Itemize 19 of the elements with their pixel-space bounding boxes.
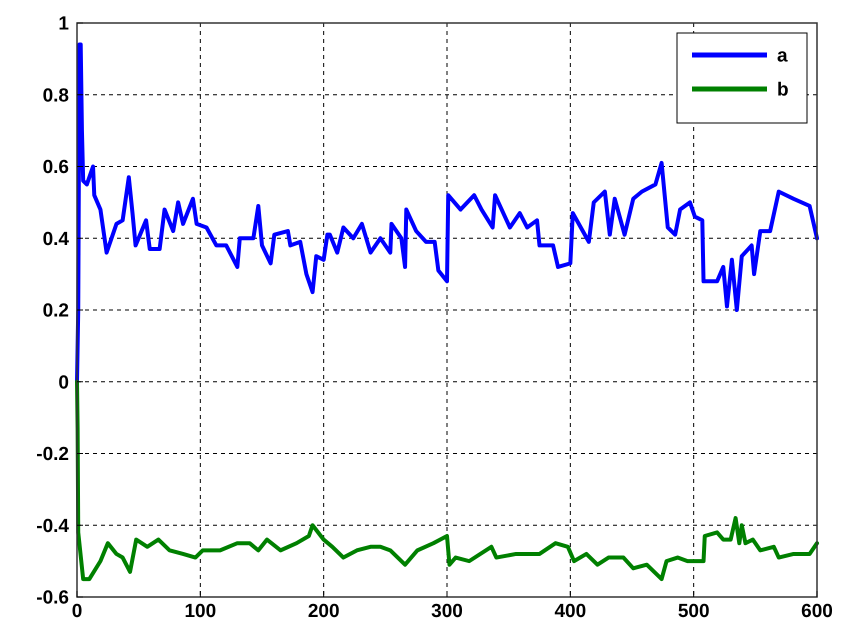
x-tick-label: 300 [431,601,463,622]
x-tick-label: 0 [72,601,82,622]
y-tick-label: 0.4 [42,228,70,250]
y-tick-label: 0.8 [42,85,69,106]
line-series [75,380,819,582]
x-tick-label: 100 [184,601,216,622]
legend-label: a [777,46,788,67]
y-tick-label: -0.2 [36,444,69,466]
legend-label: b [777,80,789,101]
y-tick-label: 0 [58,372,69,394]
y-tick-label: -0.4 [36,516,70,537]
y-tick-label: -0.6 [36,588,69,609]
y-tick-label: 0.2 [42,300,69,322]
x-tick-label: 400 [554,601,586,622]
y-tick-label: 1 [58,14,70,35]
x-tick-label: 600 [801,601,833,622]
x-tick-label: 500 [678,601,710,622]
x-tick-label: 200 [308,601,340,622]
y-tick-label: 0.6 [42,157,69,178]
